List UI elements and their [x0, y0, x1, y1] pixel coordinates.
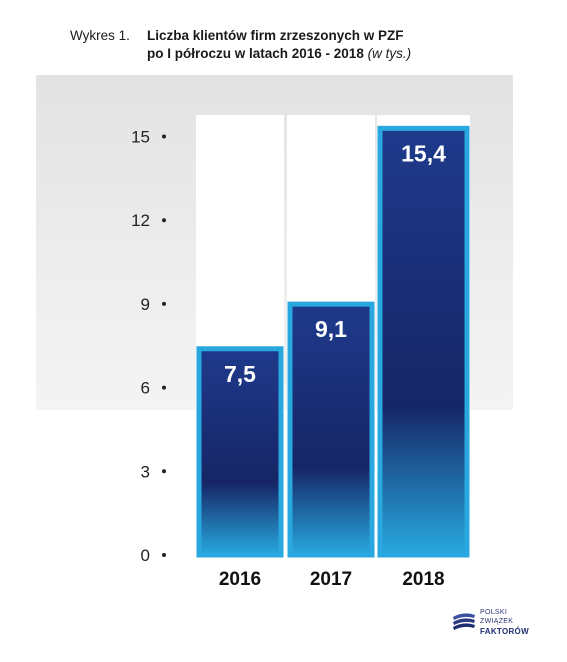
chart-title-line2-text: po I półroczu w latach 2016 - 2018 [147, 46, 364, 61]
y-tick-label-0: 0 [141, 546, 150, 565]
chart-title-line1: Liczba klientów firm zrzeszonych w PZF [147, 28, 404, 43]
y-tick-label-6: 6 [141, 379, 150, 398]
pzf-logo: POLSKI ZWIĄZEK FAKTORÓW [452, 607, 542, 643]
pzf-logo-icon [453, 613, 475, 630]
bar-2016 [196, 346, 284, 558]
y-tick-dot-12 [162, 218, 166, 223]
y-tick-dot-0 [162, 553, 166, 557]
y-tick-label-9: 9 [141, 295, 150, 314]
logo-line2: ZWIĄZEK [480, 618, 514, 625]
bar-chart: 0 3 6 9 12 15 7,5 9,1 15,4 2016 2017 2018 [36, 75, 513, 590]
chart-unit: (w tys.) [367, 46, 412, 61]
data-label-2017: 9,1 [315, 316, 347, 342]
x-tick-label-2016: 2016 [219, 569, 261, 590]
x-tick-label-2017: 2017 [310, 569, 352, 590]
y-tick-dot-9 [162, 301, 166, 306]
y-tick-label-15: 15 [131, 128, 150, 147]
logo-line1: POLSKI [480, 609, 508, 616]
y-tick-dot-15 [162, 134, 166, 139]
bar-2018 [377, 125, 470, 558]
logo-line3: FAKTORÓW [480, 627, 529, 636]
data-label-2016: 7,5 [224, 361, 256, 387]
y-tick-dot-6 [162, 385, 166, 390]
y-tick-dot-3 [162, 469, 166, 474]
y-tick-label-12: 12 [131, 211, 150, 230]
chart-number: Wykres 1. [70, 28, 130, 43]
data-label-2018: 15,4 [401, 140, 446, 166]
y-tick-label-3: 3 [141, 462, 150, 481]
x-tick-label-2018: 2018 [402, 569, 444, 590]
chart-title-line2: po I półroczu w latach 2016 - 2018 (w ty… [147, 45, 411, 63]
bar-2017 [287, 301, 375, 558]
